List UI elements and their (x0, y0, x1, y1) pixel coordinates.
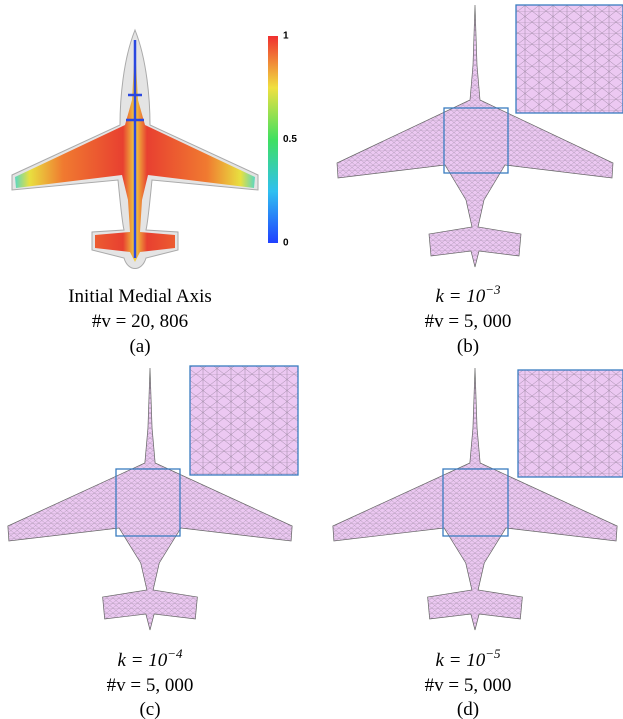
caption-k: k = 10−5 (435, 646, 501, 671)
mesh-d (333, 368, 623, 630)
caption-count: #v = 5, 000 (425, 675, 512, 696)
k-base: k = 10 (435, 286, 485, 307)
caption-k: k = 10−3 (435, 282, 501, 307)
colorbar (268, 36, 278, 243)
caption-label: (a) (129, 336, 150, 357)
medial-axis-image (12, 30, 278, 269)
caption-label: (b) (457, 336, 479, 357)
mesh-b (337, 5, 623, 267)
caption-count: #v = 5, 000 (107, 675, 194, 696)
k-base: k = 10 (117, 650, 167, 671)
caption-label: (c) (139, 699, 160, 719)
caption-count: #v = 20, 806 (92, 311, 188, 332)
caption-title: Initial Medial Axis (68, 286, 212, 307)
caption-count: #v = 5, 000 (425, 311, 512, 332)
caption-label: (d) (457, 699, 479, 719)
colorbar-tick-label: 0.5 (283, 134, 297, 145)
k-exp: −3 (485, 282, 501, 297)
caption-k: k = 10−4 (117, 646, 183, 671)
k-exp: −4 (167, 646, 183, 661)
k-exp: −5 (485, 646, 501, 661)
colorbar-tick-label: 0 (283, 238, 289, 249)
mesh-c (8, 366, 298, 630)
figure: 1 0.5 0 Initial Medial Axis #v = 20, 806 (… (0, 0, 623, 719)
colorbar-tick-label: 1 (283, 31, 289, 42)
k-base: k = 10 (435, 650, 485, 671)
